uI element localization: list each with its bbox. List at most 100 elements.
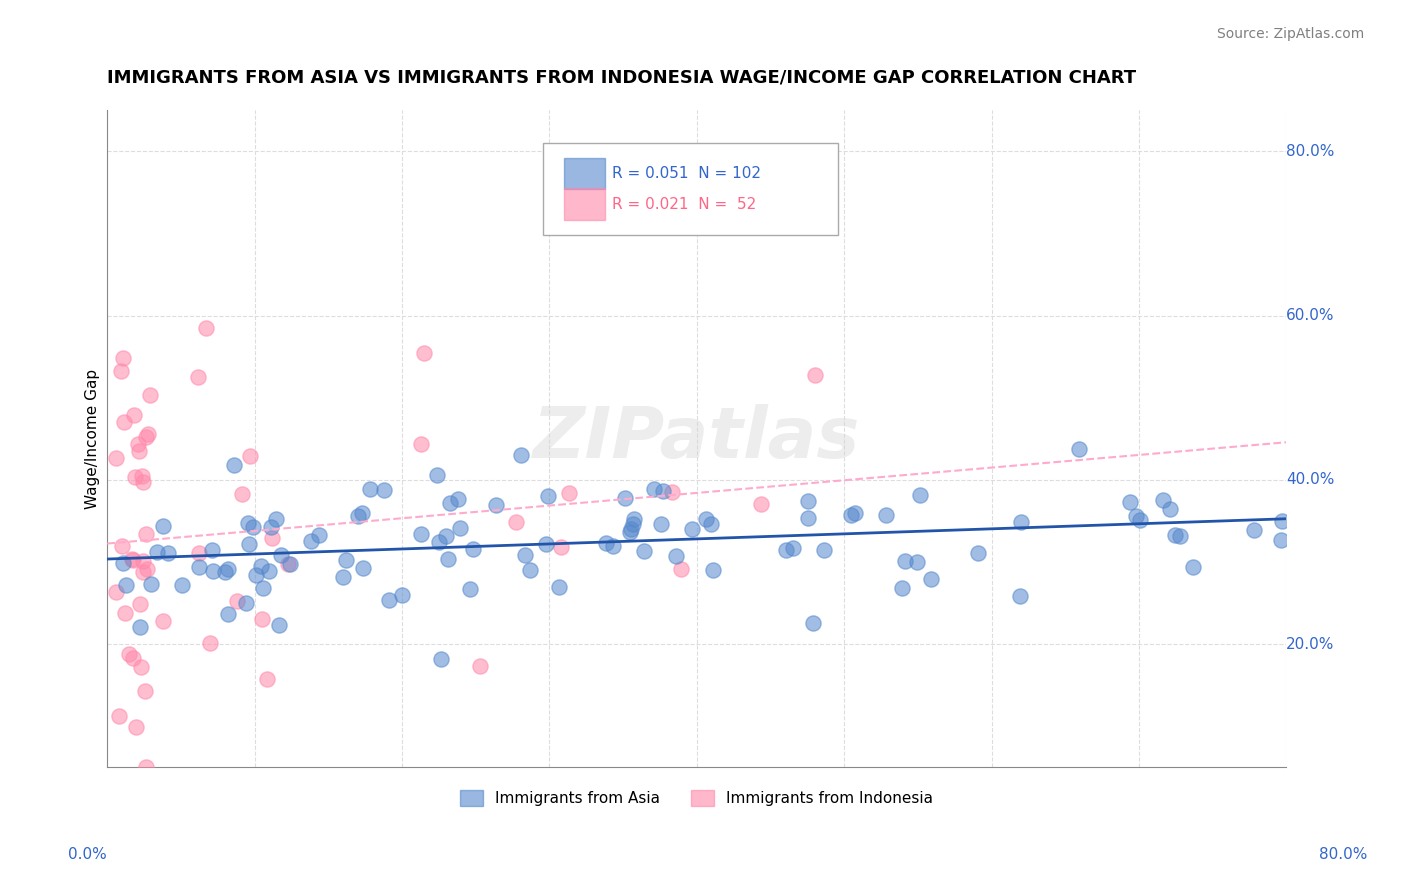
Point <box>124 470 146 484</box>
Point <box>278 557 301 571</box>
Point <box>121 552 143 566</box>
Point <box>202 564 225 578</box>
Point <box>702 563 724 577</box>
Text: 80.0%: 80.0% <box>1319 847 1367 863</box>
Point <box>242 520 264 534</box>
Point <box>152 614 174 628</box>
Point <box>152 518 174 533</box>
Point <box>409 437 432 451</box>
Point <box>412 345 434 359</box>
Point <box>112 415 135 429</box>
Point <box>908 487 931 501</box>
Point <box>839 508 862 522</box>
Point <box>1152 492 1174 507</box>
Point <box>129 620 152 634</box>
Point <box>214 566 236 580</box>
Point <box>238 537 260 551</box>
Point <box>238 516 260 530</box>
Point <box>239 450 262 464</box>
Text: R = 0.021  N =  52: R = 0.021 N = 52 <box>612 197 756 211</box>
Point <box>602 539 624 553</box>
Point <box>135 760 157 774</box>
Point <box>260 520 283 534</box>
Point <box>122 409 145 423</box>
Text: 60.0%: 60.0% <box>1286 308 1334 323</box>
Point <box>470 658 492 673</box>
Point <box>134 684 156 698</box>
Point <box>461 542 484 557</box>
Point <box>332 570 354 584</box>
Point <box>188 546 211 560</box>
Point <box>700 516 723 531</box>
Point <box>509 448 531 462</box>
FancyBboxPatch shape <box>564 188 605 220</box>
Point <box>621 517 644 532</box>
Point <box>813 543 835 558</box>
Point <box>643 482 665 496</box>
Point <box>426 468 449 483</box>
Point <box>266 512 288 526</box>
Text: 20.0%: 20.0% <box>1286 637 1334 651</box>
Point <box>681 522 703 536</box>
Point <box>1119 495 1142 509</box>
Point <box>117 648 139 662</box>
FancyBboxPatch shape <box>544 143 838 235</box>
Text: 0.0%: 0.0% <box>67 847 107 863</box>
Point <box>359 483 381 497</box>
Point <box>111 539 134 553</box>
Point <box>250 559 273 574</box>
Point <box>1270 533 1292 548</box>
Point <box>796 511 818 525</box>
Point <box>114 606 136 620</box>
Point <box>534 536 557 550</box>
Point <box>217 562 239 576</box>
Point <box>449 521 471 535</box>
Point <box>256 673 278 687</box>
Point <box>352 561 374 575</box>
Point <box>195 320 218 334</box>
Point <box>373 483 395 498</box>
Legend: Immigrants from Asia, Immigrants from Indonesia: Immigrants from Asia, Immigrants from In… <box>454 784 939 813</box>
Point <box>335 552 357 566</box>
Point <box>409 526 432 541</box>
Point <box>550 540 572 554</box>
Point <box>437 552 460 566</box>
Point <box>749 497 772 511</box>
Point <box>875 508 897 523</box>
Point <box>801 615 824 630</box>
Point <box>135 430 157 444</box>
Point <box>127 437 149 451</box>
Point <box>222 458 245 473</box>
Point <box>112 351 135 365</box>
Point <box>277 557 299 571</box>
Text: IMMIGRANTS FROM ASIA VS IMMIGRANTS FROM INDONESIA WAGE/INCOME GAP CORRELATION CH: IMMIGRANTS FROM ASIA VS IMMIGRANTS FROM … <box>107 69 1136 87</box>
Point <box>260 531 283 545</box>
Point <box>136 561 159 575</box>
Y-axis label: Wage/Income Gap: Wage/Income Gap <box>86 368 100 508</box>
Point <box>1271 514 1294 528</box>
Point <box>235 596 257 610</box>
Point <box>132 554 155 568</box>
Point <box>132 475 155 489</box>
Point <box>350 506 373 520</box>
Point <box>619 524 641 539</box>
Text: Source: ZipAtlas.com: Source: ZipAtlas.com <box>1216 27 1364 41</box>
Point <box>136 426 159 441</box>
Point <box>558 485 581 500</box>
Point <box>665 549 688 564</box>
Point <box>111 556 134 570</box>
Point <box>128 444 150 458</box>
Point <box>447 491 470 506</box>
Point <box>259 564 281 578</box>
Point <box>695 512 717 526</box>
Point <box>652 484 675 499</box>
Point <box>804 368 827 383</box>
Point <box>620 522 643 536</box>
Point <box>1168 528 1191 542</box>
Point <box>894 554 917 568</box>
Point <box>905 555 928 569</box>
Point <box>623 511 645 525</box>
Point <box>967 546 990 560</box>
Point <box>782 541 804 556</box>
Point <box>121 553 143 567</box>
